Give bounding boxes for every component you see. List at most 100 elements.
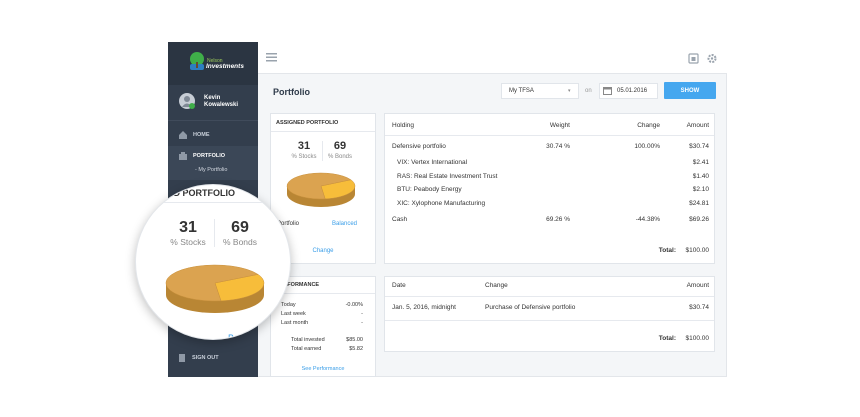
brand-top: Nelson xyxy=(207,58,223,64)
holdings-column-header: Change xyxy=(637,122,660,129)
nav-home[interactable]: HOME xyxy=(193,132,210,138)
magnified-bonds-value: 69 xyxy=(231,219,249,236)
pie-slice xyxy=(286,172,352,200)
magnified-portfolio-label: Portfolio xyxy=(136,333,160,340)
show-button-label[interactable]: SHOW xyxy=(680,88,700,94)
top-bar xyxy=(258,42,727,74)
assigned-title: ASSIGNED PORTFOLIO xyxy=(276,120,339,126)
portfolio-icon xyxy=(179,152,187,160)
holdings-cell: 69.26 % xyxy=(546,216,570,223)
holdings-cell: XIC: Xylophone Manufacturing xyxy=(397,200,486,207)
transactions-total: $100.00 xyxy=(685,335,710,342)
transactions-cell: Purchase of Defensive portfolio xyxy=(485,304,576,311)
transactions-column-header: Amount xyxy=(686,282,709,289)
magnified-stocks-value: 31 xyxy=(179,219,197,236)
user-first: Kevin xyxy=(204,95,221,101)
nav-my-portfolio[interactable]: - My Portfolio xyxy=(195,167,228,173)
page-title: Portfolio xyxy=(273,87,310,97)
stocks-label: % Stocks xyxy=(291,154,317,160)
holdings-total: $100.00 xyxy=(685,247,710,254)
change-link[interactable]: Change xyxy=(312,248,334,254)
holdings-header-divider xyxy=(385,135,714,136)
date-value[interactable]: 05.01.2016 xyxy=(617,88,648,94)
performance-row-value: - xyxy=(361,311,363,317)
performance-total-label: Total invested xyxy=(291,337,325,343)
bonds-label: % Bonds xyxy=(327,154,352,160)
avatar xyxy=(179,93,195,109)
pie-slice xyxy=(214,274,265,302)
holdings-cell: 30.74 % xyxy=(546,143,570,150)
performance-card xyxy=(270,276,376,377)
sidebar-logo-area xyxy=(168,42,258,85)
brand: Investments xyxy=(206,63,244,70)
magnified-bonds-label: % Bonds xyxy=(222,237,258,247)
performance-row-label: Last month xyxy=(281,320,309,326)
transactions-cell: Jan. 5, 2016, midnight xyxy=(392,304,456,311)
transactions-card xyxy=(384,276,715,352)
date-input[interactable] xyxy=(599,83,658,99)
nav-portfolio[interactable]: PORTFOLIO xyxy=(193,153,226,159)
holdings-total-label: Total: xyxy=(658,247,676,254)
transactions-column-header: Date xyxy=(392,282,406,289)
performance-total-value: $85.00 xyxy=(346,337,363,343)
performance-link[interactable]: See Performance xyxy=(301,366,345,372)
holdings-column-header: Holding xyxy=(392,122,415,129)
show-button[interactable] xyxy=(664,82,716,99)
toolbar-icons[interactable] xyxy=(688,53,718,64)
holdings-cell: -44.38% xyxy=(635,216,660,223)
transactions-row-divider xyxy=(385,320,714,321)
logo-icon xyxy=(190,52,204,70)
home-icon xyxy=(179,131,187,139)
account-value[interactable]: My TFSA xyxy=(509,88,534,94)
bonds-value: 69 xyxy=(333,140,347,152)
performance-row-label: Last week xyxy=(281,311,306,317)
menu-icon[interactable] xyxy=(266,53,277,62)
holdings-cell: $2.41 xyxy=(692,159,709,166)
magnified-portfolio-value: Balanced xyxy=(228,333,266,340)
holdings-cell: BTU: Peabody Energy xyxy=(397,186,462,193)
holdings-cell: $30.74 xyxy=(689,143,709,150)
holdings-cell: 100.00% xyxy=(634,143,660,150)
nav-active xyxy=(168,146,258,180)
pie-chart xyxy=(286,172,356,207)
holdings-card xyxy=(384,113,715,264)
holdings-cell: RAS: Real Estate Investment Trust xyxy=(397,173,498,180)
performance-divider xyxy=(271,293,375,294)
stocks-value: 31 xyxy=(297,140,311,152)
on-label: on xyxy=(585,88,592,94)
holdings-column-header: Weight xyxy=(549,122,570,129)
portfolio-value[interactable]: Balanced xyxy=(332,221,358,227)
holdings-cell: Defensive portfolio xyxy=(392,143,446,150)
transactions-column-header: Change xyxy=(485,282,508,289)
user-last: Kowalewski xyxy=(204,102,239,108)
account-select[interactable] xyxy=(501,83,579,99)
signout-icon xyxy=(179,354,185,362)
calendar-icon xyxy=(603,87,612,95)
nav-sign-out[interactable]: SIGN OUT xyxy=(192,355,219,361)
magnifier: ASSIGNED PORTFOLIO 31 % Stocks 69 % Bond… xyxy=(135,184,291,340)
holdings-cell: $1.40 xyxy=(692,173,709,180)
portfolio-label: Portfolio xyxy=(277,221,300,227)
performance-row-value: - xyxy=(361,320,363,326)
holdings-cell: $24.81 xyxy=(689,200,709,207)
magnified-stocks-label: % Stocks xyxy=(170,237,206,247)
performance-title: PERFORMANCE xyxy=(276,282,320,288)
pie-slice xyxy=(320,179,356,200)
performance-total-value: $5.82 xyxy=(349,346,363,352)
stat-divider xyxy=(322,141,323,161)
sidebar-divider xyxy=(168,120,258,121)
performance-row-value: -0.00% xyxy=(345,302,363,308)
holdings-cell: $2.10 xyxy=(692,186,709,193)
holdings-cell: $69.26 xyxy=(689,216,709,223)
holdings-cell: VIX: Vertex International xyxy=(397,159,468,166)
pie-slice xyxy=(165,264,259,302)
magnified-title: ASSIGNED PORTFOLIO xyxy=(135,188,236,198)
performance-row-label: Today xyxy=(281,302,296,308)
performance-total-label: Total earned xyxy=(291,346,322,352)
holdings-column-header: Amount xyxy=(686,122,709,129)
magnified-divider xyxy=(136,202,290,203)
select-caret: ▾ xyxy=(568,88,571,94)
assigned-divider xyxy=(271,131,375,132)
transactions-header-divider xyxy=(385,296,714,297)
